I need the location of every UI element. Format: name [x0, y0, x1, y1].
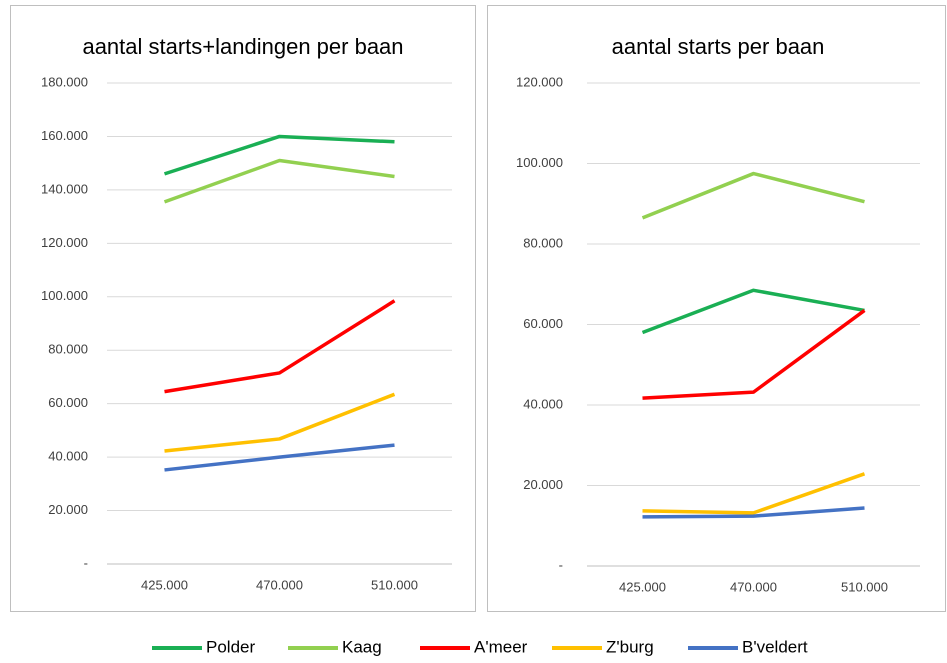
- x-tick-label: 510.000: [841, 579, 888, 594]
- chart-title: aantal starts per baan: [612, 34, 825, 59]
- legend-label: Polder: [206, 637, 255, 656]
- legend-label: B'veldert: [742, 637, 808, 656]
- series-line: [164, 443, 395, 472]
- legend-label: A'meer: [474, 637, 528, 656]
- x-tick-label: 470.000: [730, 579, 777, 594]
- series-line: [642, 472, 866, 515]
- y-tick-label: 120.000: [516, 74, 563, 89]
- y-tick-label: 80.000: [523, 235, 563, 250]
- chart-panel: [10, 5, 476, 612]
- series-line: [642, 309, 866, 400]
- y-tick-label: 20.000: [523, 477, 563, 492]
- y-tick-label: 100.000: [41, 288, 88, 303]
- chart-panel: [487, 5, 946, 612]
- series-line: [163, 158, 395, 204]
- y-tick-label: 20.000: [48, 502, 88, 517]
- legend-label: Kaag: [342, 637, 382, 656]
- y-tick-label: -: [559, 557, 563, 572]
- x-tick-label: 470.000: [256, 577, 303, 592]
- y-tick-label: 40.000: [48, 449, 88, 464]
- x-tick-label: 425.000: [141, 577, 188, 592]
- y-tick-label: 160.000: [41, 128, 88, 143]
- y-tick-label: 140.000: [41, 181, 88, 196]
- x-tick-label: 425.000: [619, 579, 666, 594]
- y-tick-label: 100.000: [516, 155, 563, 170]
- chart-title: aantal starts+landingen per baan: [82, 34, 403, 59]
- legend-label: Z'burg: [606, 637, 654, 656]
- y-tick-label: 120.000: [41, 235, 88, 250]
- series-line: [164, 392, 396, 453]
- series-line: [642, 506, 865, 519]
- y-tick-label: 60.000: [48, 395, 88, 410]
- series-line: [164, 299, 396, 394]
- y-tick-label: -: [84, 555, 88, 570]
- y-tick-label: 180.000: [41, 74, 88, 89]
- y-tick-label: 60.000: [523, 316, 563, 331]
- y-tick-label: 80.000: [48, 342, 88, 357]
- series-line: [641, 171, 865, 220]
- x-tick-label: 510.000: [371, 577, 418, 592]
- series-line: [163, 134, 395, 176]
- y-tick-label: 40.000: [523, 396, 563, 411]
- series-line: [641, 288, 865, 335]
